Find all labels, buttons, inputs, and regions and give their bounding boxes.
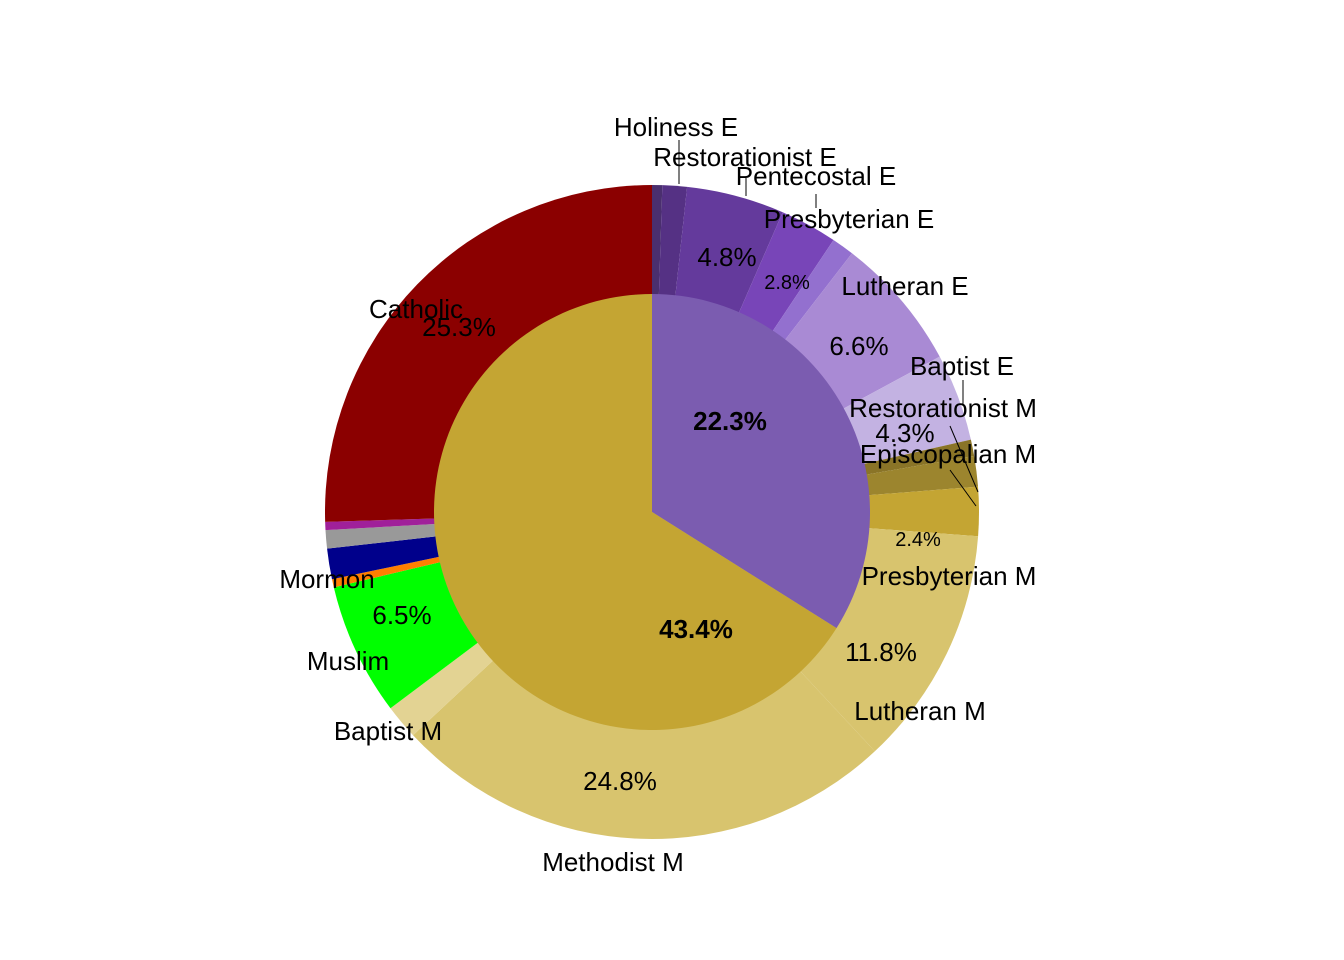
slice-label-baptist-m: Baptist M (334, 716, 442, 746)
inner-slice-unlabeled-1 (433, 294, 837, 731)
percent-label: 2.8% (764, 272, 810, 294)
inner-ring (433, 294, 870, 731)
slice-label-lutheran-e: Lutheran E (841, 271, 968, 301)
percent-label: 2.4% (895, 529, 941, 551)
leader-line (949, 469, 977, 507)
slice-label-catholic: Catholic (369, 294, 463, 324)
slice-label-restorationist-m: Restorationist M (849, 393, 1037, 423)
slice-label-holiness-e: Holiness E (614, 112, 738, 142)
inner-slice-unlabeled-0 (652, 294, 870, 629)
slice-label-pentecostal-e: Pentecostal E (736, 161, 896, 191)
leader-lines (678, 140, 979, 507)
slice-label-muslim: Muslim (307, 646, 389, 676)
slice-label-methodist-m: Methodist M (542, 847, 684, 877)
slice-label-episcopalian-m: Episcopalian M (860, 439, 1036, 469)
percent-label: 4.3% (875, 418, 934, 448)
percent-label: 6.5% (372, 600, 431, 630)
percent-label: 11.8% (845, 637, 917, 667)
percent-label: 6.6% (829, 331, 888, 361)
slice-label-baptist-e: Baptist E (910, 351, 1014, 381)
slice-label-restorationist-e: Restorationist E (653, 142, 837, 172)
percent-label: 24.8% (583, 766, 657, 796)
percent-label: 22.3% (693, 406, 767, 436)
slice-label-lutheran-m: Lutheran M (854, 696, 986, 726)
leader-line (949, 425, 979, 493)
percent-label: 25.3% (422, 312, 496, 342)
percent-label: 4.8% (697, 242, 756, 272)
slice-label-mormon: Mormon (279, 564, 374, 594)
slice-label-presbyterian-e: Presbyterian E (764, 204, 935, 234)
slice-label-presbyterian-m: Presbyterian M (862, 561, 1037, 591)
percent-label: 43.4% (659, 614, 733, 644)
